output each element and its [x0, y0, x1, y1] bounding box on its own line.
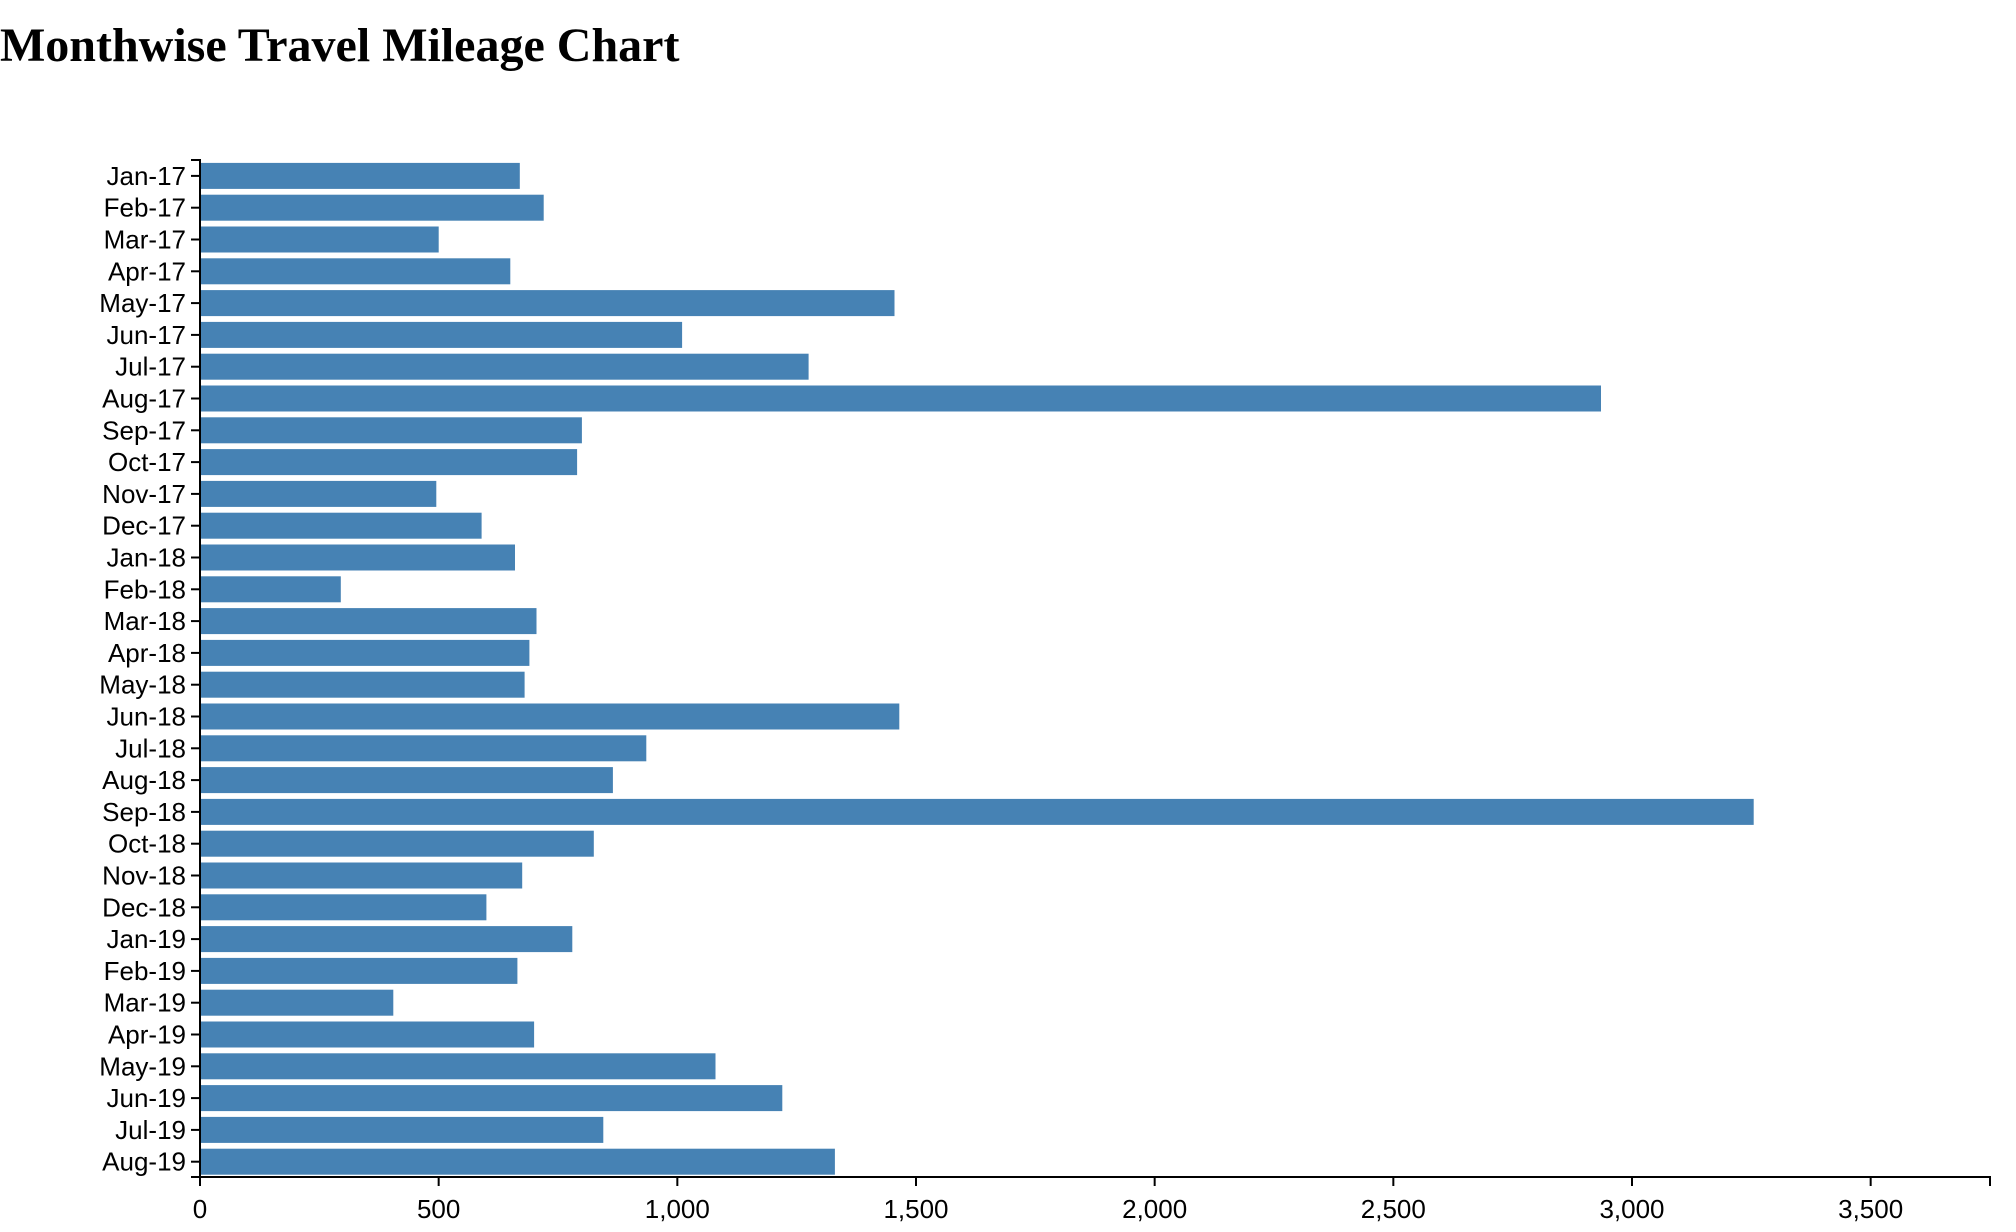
y-tick-label: Mar-18: [104, 606, 186, 636]
y-tick-label: Mar-17: [104, 225, 186, 255]
bar: [200, 1116, 604, 1143]
x-tick-label: 2,000: [1122, 1194, 1187, 1224]
y-tick-label: Dec-17: [102, 511, 186, 541]
bar: [200, 862, 523, 889]
y-tick-label: Jul-18: [115, 733, 186, 763]
y-tick-label: Jan-19: [107, 924, 187, 954]
x-tick-label: 1,000: [645, 1194, 710, 1224]
bar: [200, 512, 482, 539]
y-tick-label: Nov-18: [102, 861, 186, 891]
bar: [200, 576, 341, 603]
bar: [200, 1053, 716, 1080]
bar: [200, 767, 613, 794]
bar: [200, 671, 525, 698]
y-tick-label: Apr-19: [108, 1020, 186, 1050]
bar: [200, 385, 1601, 412]
y-tick-label: Aug-19: [102, 1147, 186, 1177]
x-tick-label: 0: [193, 1194, 207, 1224]
y-tick-label: Apr-18: [108, 638, 186, 668]
x-axis: 0 500 1,000 1,500 2,000 2,500 3,000 3,500: [193, 1176, 1991, 1224]
page-title: Monthwise Travel Mileage Chart: [0, 19, 680, 72]
bar: [200, 894, 487, 921]
bar: [200, 480, 437, 507]
y-tick-label: Jun-19: [107, 1083, 187, 1113]
bar: [200, 290, 895, 317]
y-tick-label: Dec-18: [102, 892, 186, 922]
bar: [200, 957, 518, 984]
bar: [200, 703, 900, 730]
bar: [200, 162, 520, 189]
bar: [200, 353, 809, 380]
y-axis: Jan-17Feb-17Mar-17Apr-17May-17Jun-17Jul-…: [99, 159, 201, 1178]
x-axis-line: [199, 1176, 1991, 1186]
y-tick-label: Aug-17: [102, 384, 186, 414]
y-tick-label: May-19: [99, 1051, 186, 1081]
bar: [200, 544, 515, 571]
bar: [200, 1148, 835, 1175]
bar: [200, 449, 578, 476]
x-tick-label: 3,500: [1838, 1194, 1903, 1224]
y-tick-label: Jul-19: [115, 1115, 186, 1145]
bar: [200, 258, 511, 285]
y-tick-label: Feb-17: [104, 193, 186, 223]
x-tick-label: 3,000: [1599, 1194, 1664, 1224]
x-tick-label: 500: [417, 1194, 460, 1224]
bar: [200, 194, 544, 221]
y-tick-label: Oct-18: [108, 829, 186, 859]
y-tick-label: Jan-17: [107, 161, 187, 191]
x-tick-label: 2,500: [1361, 1194, 1426, 1224]
bar: [200, 1021, 535, 1048]
y-tick-label: Jun-18: [107, 702, 187, 732]
y-tick-label: Jan-18: [107, 543, 187, 573]
bar: [200, 1085, 783, 1112]
bar: [200, 989, 394, 1016]
y-tick-label: Sep-18: [102, 797, 186, 827]
bar: [200, 735, 647, 762]
bar: [200, 226, 439, 253]
bar: [200, 639, 530, 666]
bar: [200, 830, 594, 857]
y-tick-label: Feb-19: [104, 956, 186, 986]
y-tick-label: Nov-17: [102, 479, 186, 509]
y-axis-line: [191, 159, 201, 1178]
bar: [200, 321, 683, 348]
y-tick-label: Feb-18: [104, 574, 186, 604]
bar: [200, 417, 582, 444]
bar: [200, 608, 537, 635]
bars-layer: [200, 162, 1754, 1175]
y-tick-label: Jul-17: [115, 352, 186, 382]
y-tick-label: Jun-17: [107, 320, 187, 350]
y-tick-label: Aug-18: [102, 765, 186, 795]
y-tick-label: Mar-19: [104, 988, 186, 1018]
bar: [200, 798, 1754, 825]
y-tick-label: Oct-17: [108, 447, 186, 477]
bar: [200, 926, 573, 953]
y-tick-label: Sep-17: [102, 415, 186, 445]
y-tick-label: May-17: [99, 288, 186, 318]
y-tick-label: Apr-17: [108, 256, 186, 286]
y-tick-label: May-18: [99, 670, 186, 700]
x-tick-label: 1,500: [883, 1194, 948, 1224]
